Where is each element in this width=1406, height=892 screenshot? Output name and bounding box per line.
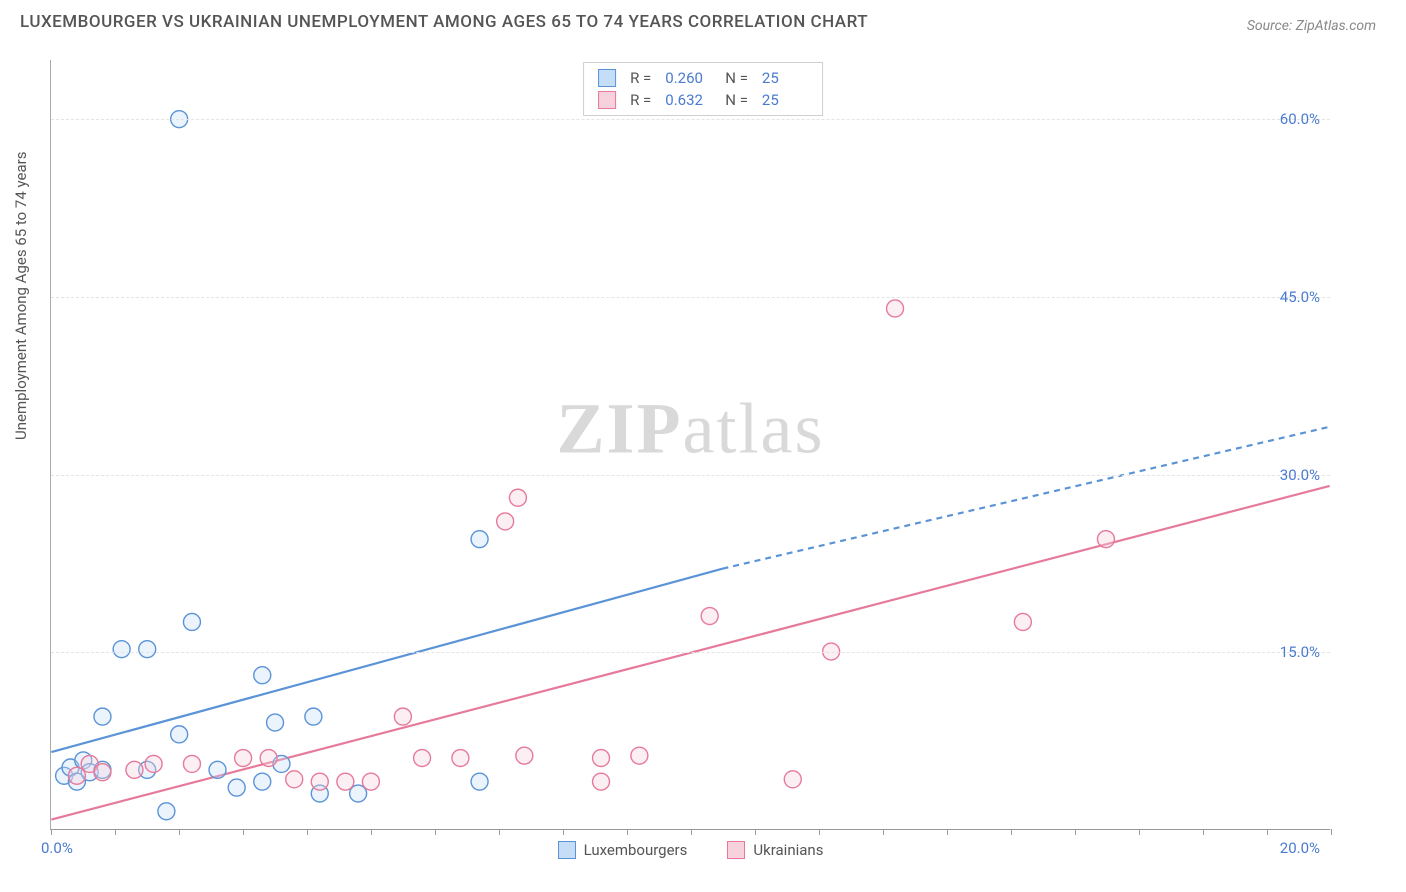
x-minor-tick — [1139, 829, 1140, 835]
data-point-ukrainians — [516, 747, 533, 764]
gridline — [51, 652, 1330, 653]
n-value: 25 — [762, 91, 808, 109]
x-minor-tick — [1203, 829, 1204, 835]
legend-item-ukrainians: Ukrainians — [727, 841, 823, 859]
source-label: Source: — [1247, 18, 1292, 34]
data-point-luxembourgers — [471, 531, 488, 548]
x-minor-tick — [307, 829, 308, 835]
y-tick-label: 60.0% — [1280, 110, 1320, 128]
data-point-luxembourgers — [171, 726, 188, 743]
source-link[interactable]: ZipAtlas.com — [1296, 18, 1376, 34]
y-tick-label: 45.0% — [1280, 288, 1320, 306]
r-swatch-pink — [598, 91, 616, 109]
data-point-ukrainians — [235, 750, 252, 767]
x-minor-tick — [371, 829, 372, 835]
data-point-ukrainians — [887, 300, 904, 317]
x-minor-tick — [883, 829, 884, 835]
data-point-ukrainians — [260, 750, 277, 767]
plot-svg — [51, 60, 1330, 829]
legend-swatch-blue — [558, 841, 576, 859]
x-minor-tick — [1011, 829, 1012, 835]
data-point-luxembourgers — [254, 773, 271, 790]
gridline — [51, 297, 1330, 298]
x-minor-tick — [1075, 829, 1076, 835]
source-attribution: Source: ZipAtlas.com — [1247, 18, 1376, 34]
x-minor-tick — [243, 829, 244, 835]
n-label: N = — [725, 91, 748, 109]
chart-title: LUXEMBOURGER VS UKRAINIAN UNEMPLOYMENT A… — [20, 12, 868, 32]
data-point-ukrainians — [593, 773, 610, 790]
gridline — [51, 475, 1330, 476]
data-point-ukrainians — [497, 513, 514, 530]
x-minor-tick — [691, 829, 692, 835]
chart-container: LUXEMBOURGER VS UKRAINIAN UNEMPLOYMENT A… — [0, 0, 1406, 892]
correlation-legend: R = 0.260 N = 25 R = 0.632 N = 25 — [583, 62, 823, 116]
data-point-ukrainians — [94, 764, 111, 781]
data-point-luxembourgers — [139, 641, 156, 658]
r-value: 0.632 — [665, 91, 711, 109]
data-point-luxembourgers — [113, 641, 130, 658]
data-point-ukrainians — [509, 489, 526, 506]
data-point-luxembourgers — [158, 803, 175, 820]
legend-label: Luxembourgers — [584, 841, 688, 859]
data-point-ukrainians — [701, 608, 718, 625]
data-point-ukrainians — [1097, 531, 1114, 548]
trend-line-luxembourgers — [51, 569, 722, 752]
data-point-ukrainians — [126, 761, 143, 778]
data-point-ukrainians — [784, 771, 801, 788]
data-point-luxembourgers — [183, 613, 200, 630]
data-point-ukrainians — [362, 773, 379, 790]
data-point-luxembourgers — [94, 708, 111, 725]
x-minor-tick — [819, 829, 820, 835]
y-tick-label: 30.0% — [1280, 466, 1320, 484]
legend-item-luxembourgers: Luxembourgers — [558, 841, 688, 859]
data-point-luxembourgers — [305, 708, 322, 725]
r-label: R = — [630, 91, 651, 109]
x-minor-tick — [563, 829, 564, 835]
r-row-pink: R = 0.632 N = 25 — [598, 89, 808, 111]
data-point-ukrainians — [394, 708, 411, 725]
data-point-ukrainians — [631, 747, 648, 764]
r-label: R = — [630, 69, 651, 87]
x-minor-tick — [115, 829, 116, 835]
x-minor-tick — [51, 829, 52, 835]
data-point-ukrainians — [452, 750, 469, 767]
legend-swatch-pink — [727, 841, 745, 859]
y-tick-label: 15.0% — [1280, 643, 1320, 661]
data-point-luxembourgers — [267, 714, 284, 731]
x-minor-tick — [947, 829, 948, 835]
plot-area: ZIPatlas 0.0% 20.0% Luxembourgers Ukrain… — [50, 60, 1330, 830]
data-point-luxembourgers — [228, 779, 245, 796]
r-row-blue: R = 0.260 N = 25 — [598, 67, 808, 89]
x-minor-tick — [1267, 829, 1268, 835]
r-swatch-blue — [598, 69, 616, 87]
data-point-luxembourgers — [471, 773, 488, 790]
bottom-legend: Luxembourgers Ukrainians — [51, 841, 1330, 859]
data-point-ukrainians — [286, 771, 303, 788]
legend-label: Ukrainians — [753, 841, 823, 859]
data-point-luxembourgers — [209, 761, 226, 778]
n-label: N = — [725, 69, 748, 87]
data-point-ukrainians — [183, 755, 200, 772]
y-axis-label: Unemployment Among Ages 65 to 74 years — [12, 152, 30, 440]
x-minor-tick — [435, 829, 436, 835]
x-minor-tick — [755, 829, 756, 835]
trend-line-dashed-luxembourgers — [722, 427, 1329, 569]
data-point-ukrainians — [311, 773, 328, 790]
x-minor-tick — [499, 829, 500, 835]
data-point-ukrainians — [145, 755, 162, 772]
x-minor-tick — [179, 829, 180, 835]
r-value: 0.260 — [665, 69, 711, 87]
data-point-ukrainians — [414, 750, 431, 767]
data-point-ukrainians — [337, 773, 354, 790]
n-value: 25 — [762, 69, 808, 87]
data-point-ukrainians — [1014, 613, 1031, 630]
data-point-luxembourgers — [254, 667, 271, 684]
gridline — [51, 119, 1330, 120]
x-minor-tick — [627, 829, 628, 835]
data-point-ukrainians — [593, 750, 610, 767]
x-minor-tick — [1331, 829, 1332, 835]
